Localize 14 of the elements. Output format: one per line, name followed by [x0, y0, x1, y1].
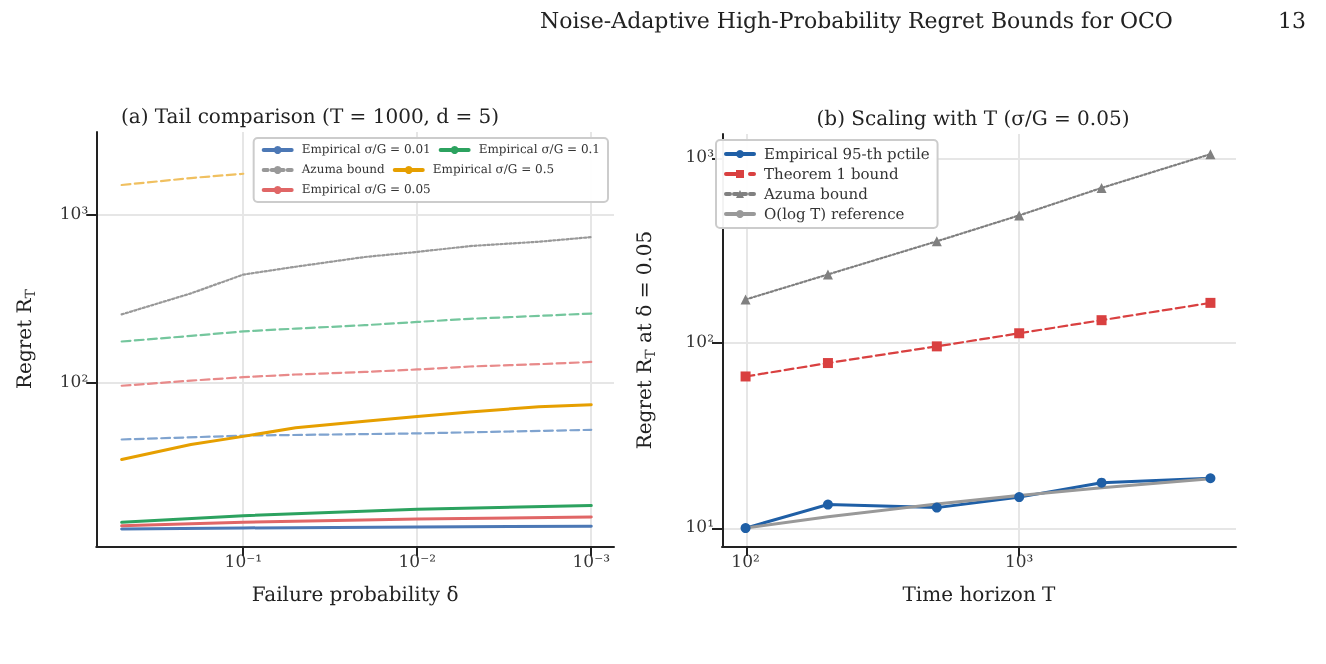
x-tick-label: 10⁻³ — [572, 553, 610, 573]
x-tick-label: 10³ — [1004, 553, 1034, 573]
x-tick-label: 10⁻¹ — [224, 553, 262, 573]
x-axis-title: Failure probability δ — [251, 585, 459, 607]
chart-title: (a) Tail comparison (T = 1000, d = 5) — [120, 107, 500, 129]
text: 13 — [1278, 8, 1306, 34]
y-tick-label: 10¹ — [685, 518, 714, 539]
x-tick-label: 10² — [731, 553, 760, 573]
text: Noise-Adaptive High-Probability Regret Bounds for OCO — [540, 8, 1173, 34]
x-tick-label: 10⁻² — [398, 553, 436, 573]
y-tick-label: 10² — [685, 333, 714, 354]
chart-title: (b) Scaling with T (σ/G = 0.05) — [816, 109, 1130, 131]
y-tick-label: 10³ — [685, 148, 714, 169]
x-axis-title: Time horizon T — [902, 585, 1057, 607]
